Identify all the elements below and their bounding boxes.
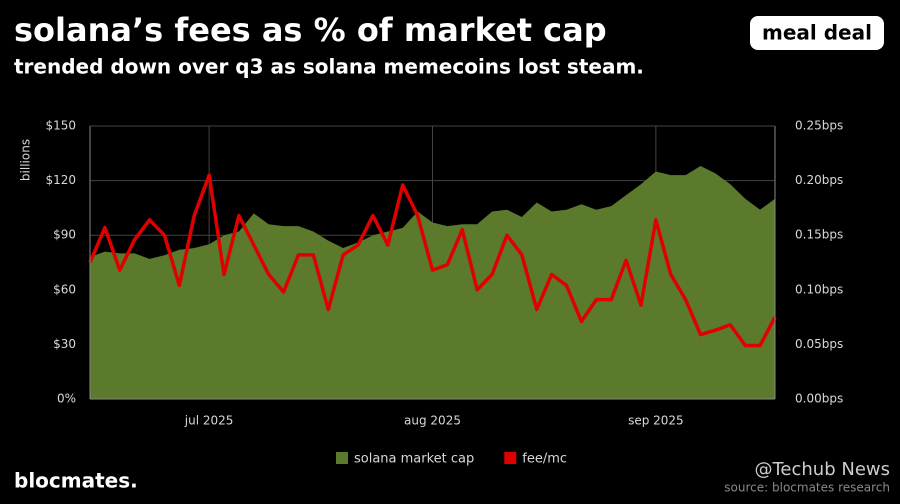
x-tick-label: sep 2025 <box>628 414 684 428</box>
y-tick-label: $150 <box>45 119 76 133</box>
source: source: blocmates research <box>724 481 890 495</box>
y-tick-label: $90 <box>53 228 76 242</box>
y-tick-label: $30 <box>53 337 76 351</box>
y2-tick-label: 0.05bps <box>795 337 843 351</box>
x-tick-label: aug 2025 <box>404 414 461 428</box>
line <box>88 173 777 348</box>
x-tick-label: jul 2025 <box>184 414 234 428</box>
y2-tick-label: 0.25bps <box>795 119 843 133</box>
y-tick-label: 0% <box>57 392 76 406</box>
watermark: @Techub News <box>754 459 890 480</box>
legend-swatch <box>504 452 517 464</box>
y-tick-label: $60 <box>53 282 76 296</box>
y-tick-label: $120 <box>45 173 76 187</box>
legend-label: fee/mc <box>522 452 567 467</box>
chart-title: solana’s fees as % of market cap <box>14 11 607 49</box>
y2-tick-label: 0.10bps <box>795 282 843 296</box>
legend-swatch <box>336 452 348 464</box>
y2-tick-label: 0.15bps <box>795 228 843 242</box>
brand-badge <box>750 16 884 50</box>
y2-tick-label: 0.00bps <box>795 392 843 406</box>
footer-logo: blocmates. <box>14 469 138 493</box>
brand: meal deal <box>762 21 872 45</box>
chart-subtitle: trended down over q3 as solana memecoins… <box>14 55 644 79</box>
area <box>90 166 775 399</box>
y-axis-label: billions <box>19 139 33 181</box>
legend-label: solana market cap <box>354 452 474 467</box>
y2-tick-label: 0.20bps <box>795 173 843 187</box>
